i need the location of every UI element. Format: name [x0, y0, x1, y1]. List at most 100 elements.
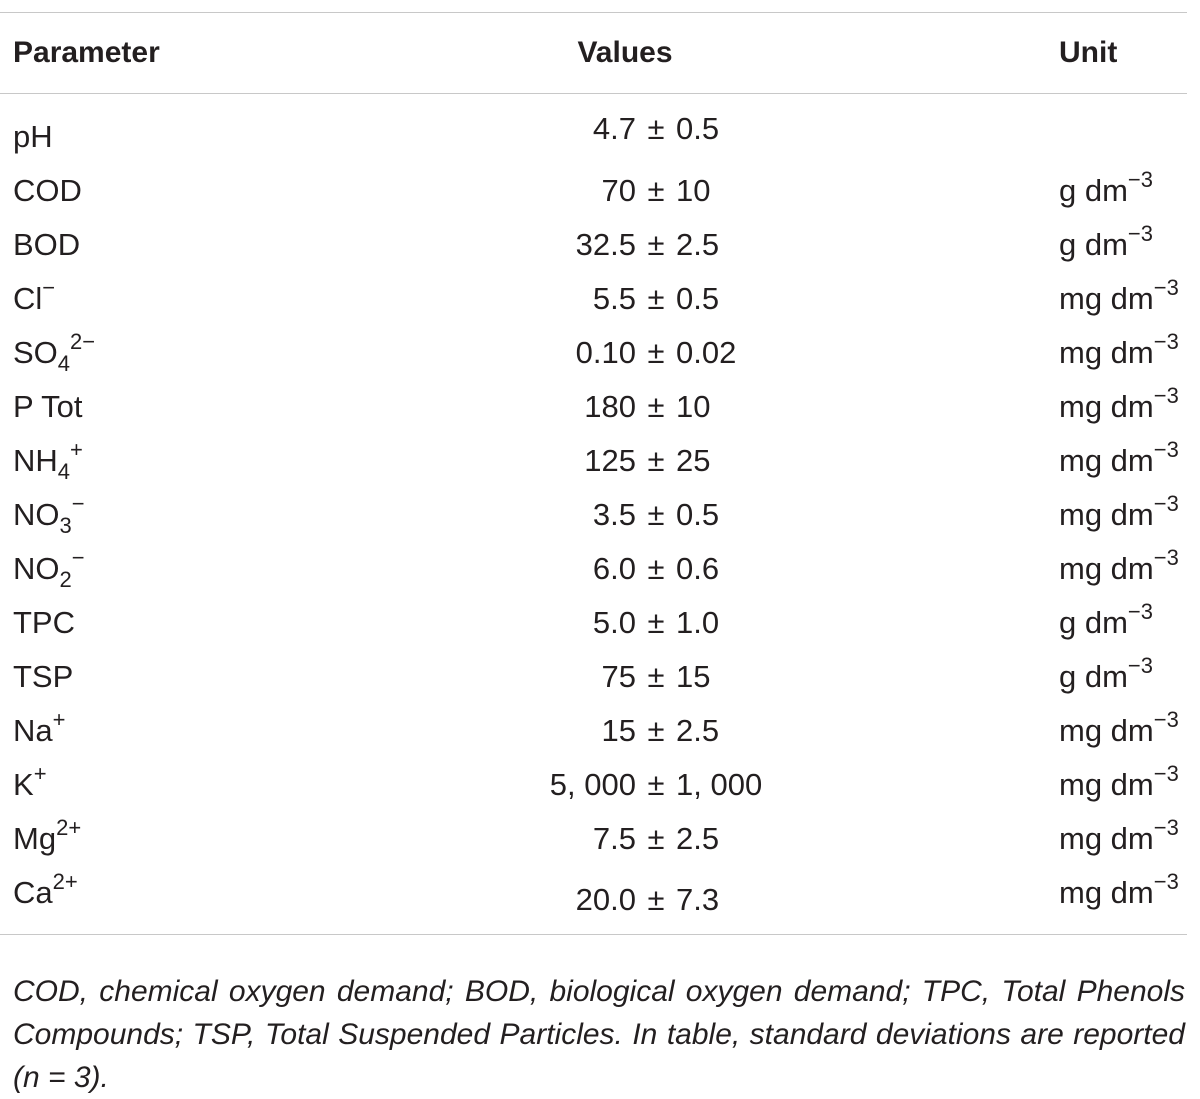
parameter-subscript: 2: [59, 567, 72, 592]
plus-minus-symbol: ±: [647, 713, 665, 748]
parameter-name: SO: [13, 335, 58, 370]
unit-base: mg dm: [1059, 497, 1154, 532]
cell-parameter: NO2−: [0, 542, 393, 596]
value-mean: 5, 000: [549, 767, 636, 802]
value-mean: 70: [601, 173, 636, 208]
parameter-name: K: [13, 767, 34, 802]
cell-value: 4.7 ±0.5: [393, 94, 857, 165]
unit-base: mg dm: [1059, 281, 1154, 316]
cell-value: 5.0 ±1.0: [393, 596, 857, 650]
plus-minus-symbol: ±: [647, 659, 665, 694]
cell-value: 180 ±10: [393, 380, 857, 434]
value-mean: 15: [601, 713, 636, 748]
value-mean: 180: [584, 389, 636, 424]
parameter-name: NO: [13, 551, 60, 586]
unit-exponent: −3: [1153, 383, 1179, 408]
table-row: NO2− 6.0 ±0.6 mg dm−3: [0, 542, 1187, 596]
cell-parameter: TPC: [0, 596, 393, 650]
value-mean: 5.5: [592, 281, 636, 316]
cell-unit: [857, 94, 1187, 165]
unit-exponent: −3: [1153, 437, 1179, 462]
unit-exponent: −3: [1127, 221, 1154, 246]
unit-base: mg dm: [1059, 875, 1154, 910]
value-sd: 0.5: [676, 281, 720, 316]
cell-value: 7.5 ±2.5: [393, 812, 857, 866]
cell-parameter: P Tot: [0, 380, 393, 434]
unit-exponent: −3: [1153, 491, 1179, 516]
value-sd: 2.5: [676, 227, 720, 262]
parameter-name: NH: [13, 443, 58, 478]
parameter-superscript: 2−: [70, 329, 96, 354]
cell-value: 0.10 ±0.02: [393, 326, 857, 380]
table-row: Ca2+ 20.0 ±7.3 mg dm−3: [0, 866, 1187, 935]
parameter-name: TPC: [13, 605, 75, 640]
cell-value: 6.0 ±0.6: [393, 542, 857, 596]
cell-value: 70 ±10: [393, 164, 857, 218]
unit-exponent: −3: [1153, 329, 1179, 354]
unit-base: mg dm: [1059, 821, 1154, 856]
cell-unit: g dm−3: [857, 164, 1187, 218]
plus-minus-symbol: ±: [647, 281, 665, 316]
header-values: Values: [577, 36, 673, 69]
value-mean: 4.7: [592, 111, 636, 146]
parameter-name: pH: [13, 119, 53, 154]
value-sd: 1.0: [676, 605, 720, 640]
table-row: Cl− 5.5 ±0.5 mg dm−3: [0, 272, 1187, 326]
cell-parameter: Cl−: [0, 272, 393, 326]
parameter-superscript: +: [52, 707, 66, 732]
data-table-container: Parameter Values Unit pH 4.7 ±0.5 COD 70 ±10 g…: [0, 12, 1187, 935]
cell-value: 32.5 ±2.5: [393, 218, 857, 272]
value-mean: 7.5: [592, 821, 636, 856]
cell-unit: mg dm−3: [857, 866, 1187, 935]
value-mean: 125: [584, 443, 636, 478]
unit-base: mg dm: [1059, 443, 1154, 478]
parameter-subscript: 4: [57, 459, 71, 484]
unit-exponent: −3: [1153, 869, 1179, 894]
unit-exponent: −3: [1127, 599, 1154, 624]
value-sd: 25: [676, 443, 711, 478]
parameter-name: Cl: [13, 281, 43, 316]
value-sd: 0.5: [676, 497, 720, 532]
value-sd: 2.5: [676, 821, 720, 856]
unit-base: g dm: [1059, 227, 1128, 262]
value-sd: 10: [676, 389, 711, 424]
cell-unit: g dm−3: [857, 596, 1187, 650]
table-row: BOD 32.5 ±2.5 g dm−3: [0, 218, 1187, 272]
cell-unit: g dm−3: [857, 650, 1187, 704]
cell-value: 5.5 ±0.5: [393, 272, 857, 326]
unit-exponent: −3: [1153, 545, 1179, 570]
plus-minus-symbol: ±: [647, 497, 665, 532]
plus-minus-symbol: ±: [647, 443, 665, 478]
unit-base: mg dm: [1059, 389, 1154, 424]
table-row: NO3− 3.5 ±0.5 mg dm−3: [0, 488, 1187, 542]
table-row: SO42− 0.10 ±0.02 mg dm−3: [0, 326, 1187, 380]
table-row: NH4+ 125 ±25 mg dm−3: [0, 434, 1187, 488]
cell-parameter: BOD: [0, 218, 393, 272]
value-mean: 6.0: [592, 551, 636, 586]
table-row: Na+ 15 ±2.5 mg dm−3: [0, 704, 1187, 758]
cell-unit: mg dm−3: [857, 434, 1187, 488]
cell-value: 5, 000 ±1, 000: [393, 758, 857, 812]
parameter-superscript: +: [33, 761, 47, 786]
value-sd: 0.02: [676, 335, 737, 370]
parameter-subscript: 4: [57, 351, 71, 376]
plus-minus-symbol: ±: [647, 882, 665, 917]
value-sd: 2.5: [676, 713, 720, 748]
value-sd: 1, 000: [676, 767, 763, 802]
unit-base: mg dm: [1059, 713, 1154, 748]
parameter-name: COD: [13, 173, 82, 208]
value-mean: 5.0: [592, 605, 636, 640]
value-sd: 0.6: [676, 551, 720, 586]
table-row: TPC 5.0 ±1.0 g dm−3: [0, 596, 1187, 650]
plus-minus-symbol: ±: [647, 767, 665, 802]
cell-value: 125 ±25: [393, 434, 857, 488]
value-sd: 7.3: [676, 882, 720, 917]
value-mean: 3.5: [592, 497, 636, 532]
cell-parameter: Ca2+: [0, 866, 393, 935]
table-row: COD 70 ±10 g dm−3: [0, 164, 1187, 218]
cell-unit: mg dm−3: [857, 704, 1187, 758]
parameter-superscript: 2+: [52, 869, 78, 894]
plus-minus-symbol: ±: [647, 389, 665, 424]
cell-unit: mg dm−3: [857, 326, 1187, 380]
header-unit: Unit: [1059, 36, 1118, 69]
